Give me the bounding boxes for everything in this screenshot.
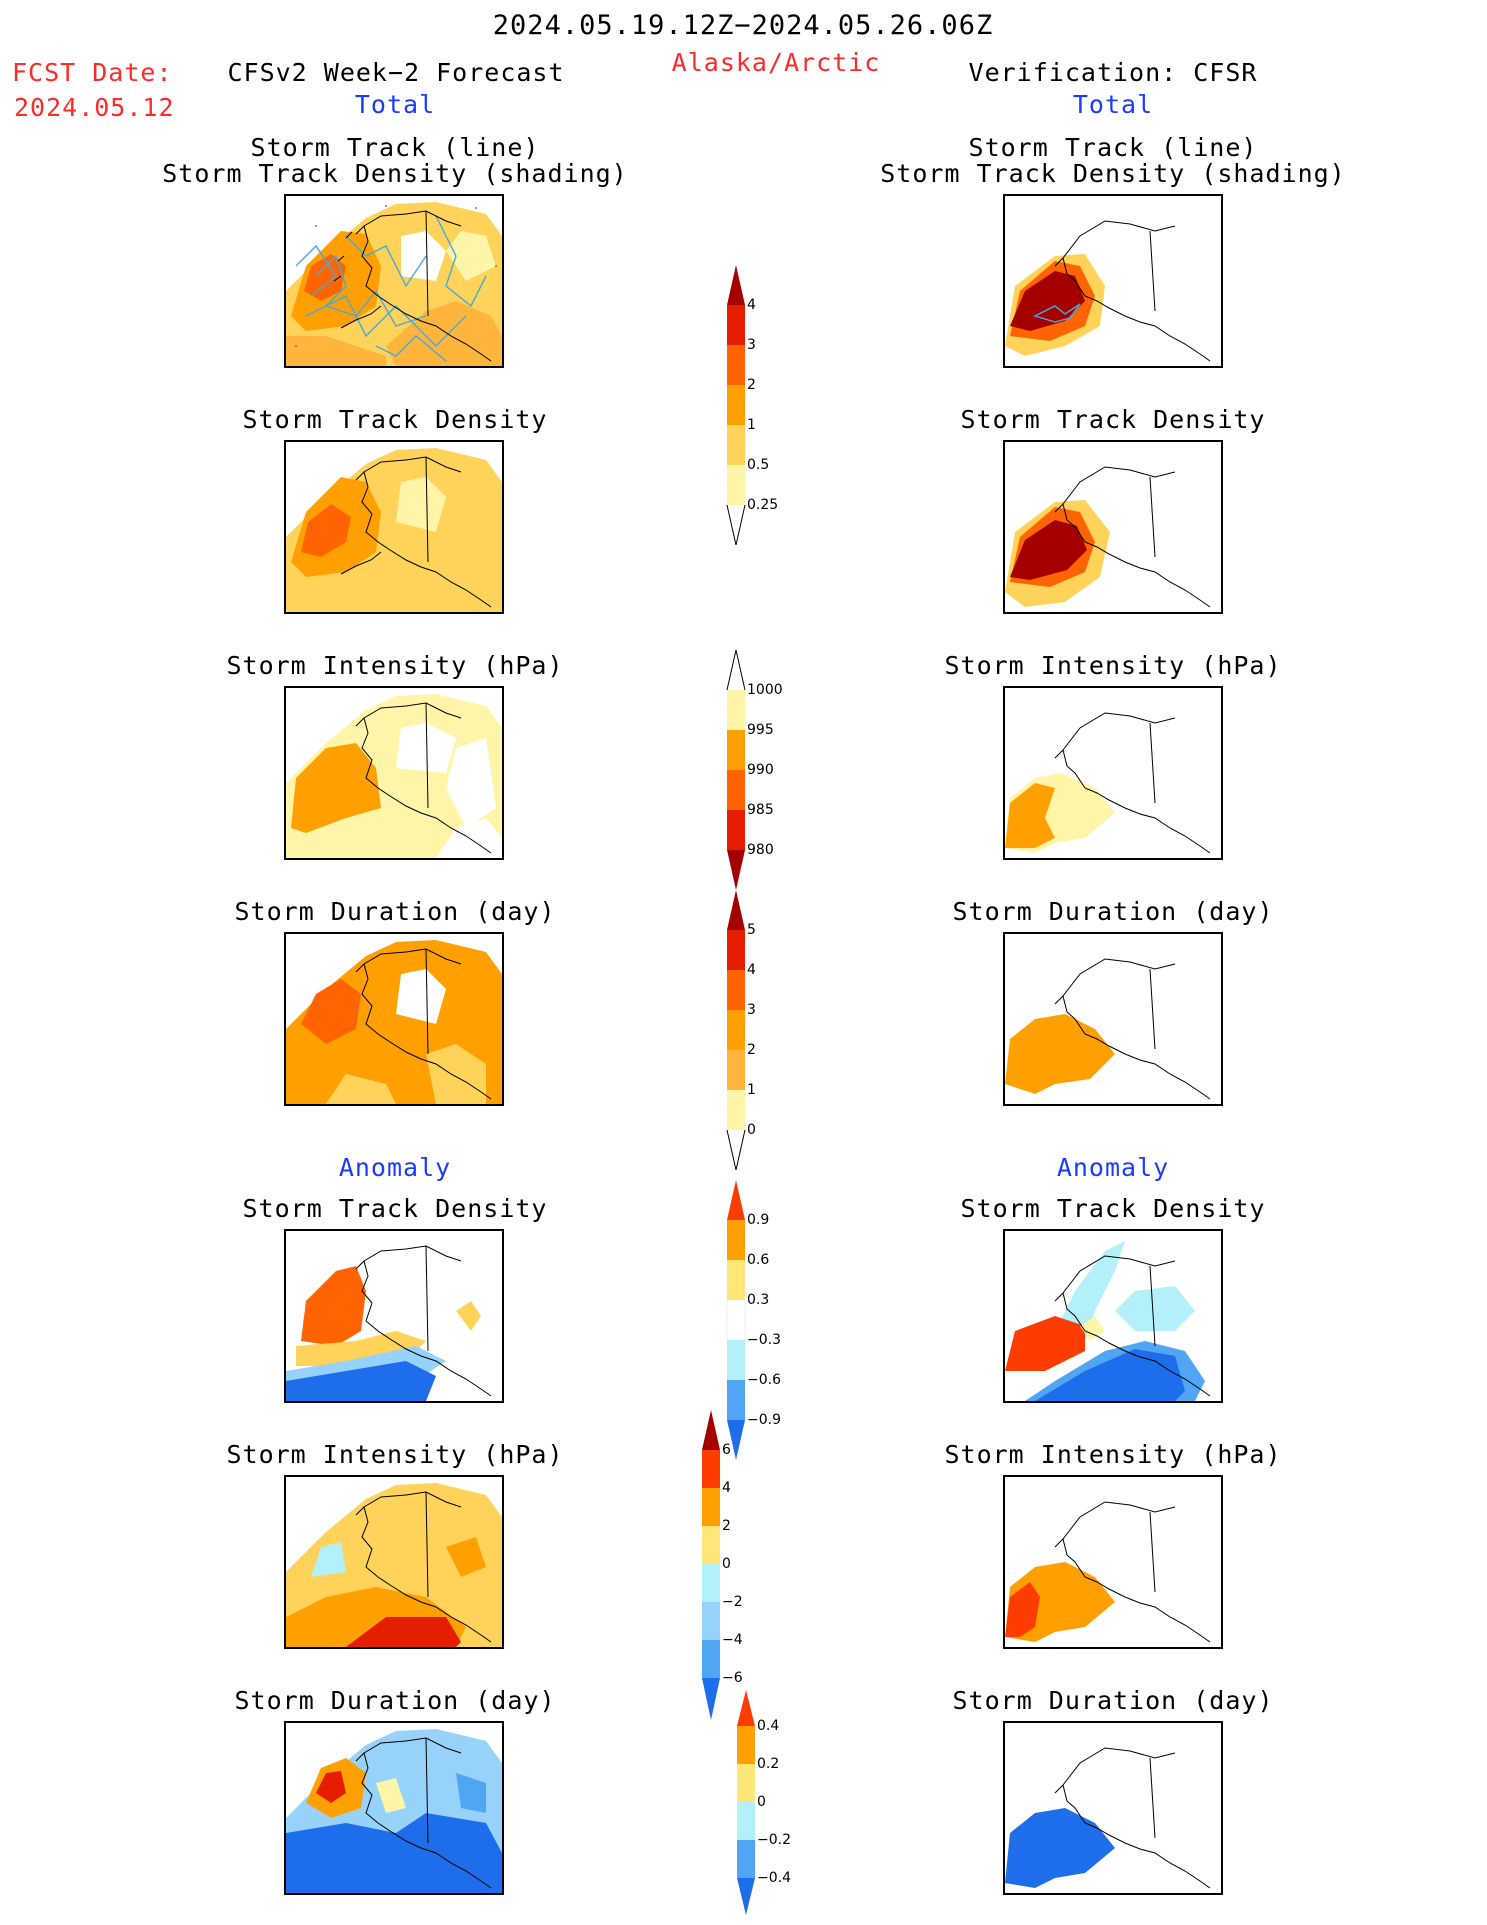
right-storm-intensity-map [1003, 686, 1223, 860]
colorbar-anom-density-label: −0.3 [747, 1332, 781, 1348]
colorbar-duration-label: 1 [747, 1082, 756, 1098]
colorbar-intensity-label: 990 [747, 762, 774, 778]
colorbar-intensity-label: 1000 [747, 682, 783, 698]
left-column-title: CFSv2 Week−2 Forecast [227, 58, 565, 87]
left-storm-intensity-map [284, 686, 504, 860]
right-intensity-title: Storm Intensity (hPa) [944, 651, 1282, 680]
right-anom-intensity-title: Storm Intensity (hPa) [944, 1440, 1282, 1469]
colorbar-intensity-label: 980 [747, 842, 774, 858]
left-anomaly-label: Anomaly [338, 1153, 452, 1182]
colorbar-duration: 5 4 3 2 1 0 [725, 890, 805, 1171]
colorbar-density: 4 3 2 1 0.5 0.25 [725, 265, 805, 546]
colorbar-anom-intensity-label: 4 [722, 1480, 731, 1496]
colorbar-anom-duration-label: 0.4 [757, 1718, 780, 1734]
colorbar-density-label: 1 [747, 417, 756, 433]
colorbar-duration-label: 2 [747, 1042, 756, 1058]
colorbar-anom-density-label: 0.9 [747, 1212, 770, 1228]
right-storm-duration-map [1003, 932, 1223, 1106]
left-anom-intensity-title: Storm Intensity (hPa) [226, 1440, 564, 1469]
right-anom-duration-map [1003, 1721, 1223, 1895]
left-track-line-title: Storm Track (line) [250, 133, 540, 162]
colorbar-density-label: 3 [747, 337, 756, 353]
colorbar-anom-intensity: 6 4 2 0 −2 −4 −6 [700, 1410, 780, 1720]
colorbar-anom-density-label: 0.3 [747, 1292, 770, 1308]
right-track-shading-title: Storm Track Density (shading) [880, 159, 1346, 188]
left-duration-title: Storm Duration (day) [234, 897, 556, 926]
colorbar-anom-duration-label: −0.4 [757, 1870, 791, 1886]
colorbar-intensity: 1000 995 990 985 980 [725, 649, 805, 890]
colorbar-anom-intensity-label: −4 [722, 1632, 743, 1648]
left-anom-density-title: Storm Track Density [242, 1194, 548, 1223]
colorbar-anom-density-label: −0.6 [747, 1372, 781, 1388]
colorbar-density-label: 2 [747, 377, 756, 393]
colorbar-anom-duration-label: 0.2 [757, 1756, 780, 1772]
colorbar-anom-intensity-label: −2 [722, 1594, 743, 1610]
colorbar-anom-intensity-label: 6 [722, 1442, 731, 1458]
colorbar-duration-label: 5 [747, 922, 756, 938]
fcst-date-value: 2024.05.12 [14, 93, 175, 122]
colorbar-density-label: 0.25 [747, 497, 779, 513]
colorbar-anom-density: 0.9 0.6 0.3 −0.3 −0.6 −0.9 [725, 1180, 805, 1460]
right-storm-density-map [1003, 440, 1223, 614]
colorbar-anom-density-label: −0.9 [747, 1412, 781, 1428]
fcst-date-label: FCST Date: [12, 58, 173, 87]
period-title: 2024.05.19.12Z−2024.05.26.06Z [492, 10, 994, 41]
colorbar-anom-intensity-label: −6 [722, 1670, 743, 1686]
right-anom-duration-title: Storm Duration (day) [952, 1686, 1274, 1715]
left-storm-duration-map [284, 932, 504, 1106]
left-anom-duration-map [284, 1721, 504, 1895]
left-track-shading-title: Storm Track Density (shading) [162, 159, 628, 188]
colorbar-density-label: 4 [747, 297, 756, 313]
right-storm-track-map [1003, 194, 1223, 368]
right-anom-density-title: Storm Track Density [960, 1194, 1266, 1223]
colorbar-duration-label: 3 [747, 1002, 756, 1018]
right-anom-density-map [1003, 1229, 1223, 1403]
right-column-title: Verification: CFSR [968, 58, 1258, 87]
right-anom-intensity-map [1003, 1475, 1223, 1649]
colorbar-duration-label: 0 [747, 1122, 756, 1138]
right-duration-title: Storm Duration (day) [952, 897, 1274, 926]
right-anomaly-label: Anomaly [1056, 1153, 1170, 1182]
colorbar-anom-intensity-label: 2 [722, 1518, 731, 1534]
left-anom-density-map [284, 1229, 504, 1403]
colorbar-intensity-label: 985 [747, 802, 774, 818]
right-track-line-title: Storm Track (line) [968, 133, 1258, 162]
left-intensity-title: Storm Intensity (hPa) [226, 651, 564, 680]
right-density-title: Storm Track Density [960, 405, 1266, 434]
left-storm-density-map [284, 440, 504, 614]
colorbar-density-label: 0.5 [747, 457, 770, 473]
colorbar-duration-label: 4 [747, 962, 756, 978]
right-total-label: Total [1072, 90, 1154, 119]
colorbar-anom-duration-label: 0 [757, 1794, 766, 1810]
colorbar-intensity-label: 995 [747, 722, 774, 738]
left-anom-duration-title: Storm Duration (day) [234, 1686, 556, 1715]
colorbar-anom-duration: 0.4 0.2 0 −0.2 −0.4 [735, 1690, 815, 1920]
left-density-title: Storm Track Density [242, 405, 548, 434]
colorbar-anom-duration-label: −0.2 [757, 1832, 791, 1848]
left-anom-intensity-map [284, 1475, 504, 1649]
left-total-label: Total [354, 90, 436, 119]
colorbar-anom-intensity-label: 0 [722, 1556, 731, 1572]
region-title: Alaska/Arctic [671, 48, 881, 77]
colorbar-anom-density-label: 0.6 [747, 1252, 770, 1268]
left-storm-track-map [284, 194, 504, 368]
